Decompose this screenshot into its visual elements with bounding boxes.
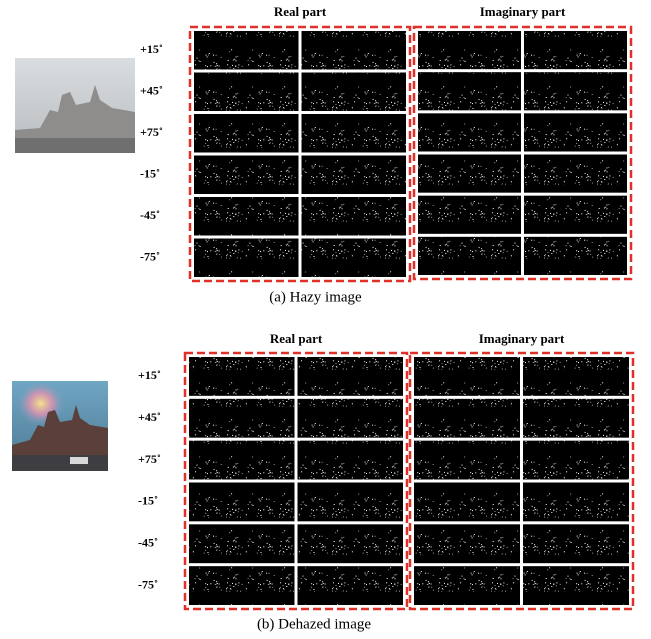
column-header: Real part — [274, 4, 327, 19]
response-map — [194, 239, 299, 278]
angle-label: -75˚ — [140, 250, 160, 264]
response-map — [194, 31, 299, 70]
column-header: Imaginary part — [479, 331, 565, 346]
response-map — [298, 399, 404, 438]
angle-label: -15˚ — [140, 167, 160, 181]
angle-label: +15˚ — [140, 42, 163, 56]
response-map — [524, 113, 627, 151]
response-map — [418, 196, 521, 234]
response-map — [194, 197, 299, 236]
response-map — [414, 483, 520, 522]
response-map — [523, 524, 629, 563]
response-map — [189, 357, 295, 396]
response-map — [418, 155, 521, 193]
response-map — [524, 72, 627, 110]
caption: (b) Dehazed image — [257, 616, 371, 632]
angle-label: +75˚ — [140, 125, 163, 139]
response-map — [524, 155, 627, 193]
response-map — [189, 483, 295, 522]
response-map — [523, 483, 629, 522]
response-map — [302, 239, 407, 278]
response-map — [194, 73, 299, 112]
response-map — [414, 357, 520, 396]
response-map — [298, 483, 404, 522]
column-header: Imaginary part — [480, 4, 566, 19]
response-map — [194, 156, 299, 195]
response-map — [194, 114, 299, 153]
response-map — [523, 399, 629, 438]
figure: Real part Imaginary part +15˚ +45˚ +75˚ -15˚ -… — [0, 0, 651, 639]
dehazed-thumbnail — [12, 381, 108, 471]
response-map — [189, 441, 295, 480]
response-map — [523, 441, 629, 480]
angle-label: -45˚ — [140, 208, 160, 222]
response-map — [298, 524, 404, 563]
angle-label: -45˚ — [138, 536, 158, 550]
response-map — [524, 237, 627, 275]
response-map — [414, 524, 520, 563]
response-map — [302, 156, 407, 195]
angle-label: +15˚ — [138, 368, 161, 382]
response-map — [302, 73, 407, 112]
angle-label: +75˚ — [138, 452, 161, 466]
response-map — [523, 357, 629, 396]
response-map — [302, 114, 407, 153]
response-map — [523, 566, 629, 605]
response-map — [189, 566, 295, 605]
response-map — [189, 399, 295, 438]
caption: (a) Hazy image — [269, 289, 362, 305]
angle-label: -75˚ — [138, 577, 158, 591]
response-map — [418, 31, 521, 69]
response-map — [418, 72, 521, 110]
response-map — [418, 113, 521, 151]
response-map — [414, 399, 520, 438]
response-map — [298, 357, 404, 396]
response-map — [414, 566, 520, 605]
response-map — [414, 441, 520, 480]
response-map — [418, 237, 521, 275]
hazy-thumbnail — [15, 58, 135, 153]
response-map — [302, 197, 407, 236]
response-map — [524, 196, 627, 234]
response-map — [298, 441, 404, 480]
response-map — [524, 31, 627, 69]
response-map — [302, 31, 407, 70]
response-map — [298, 566, 404, 605]
angle-label: +45˚ — [140, 84, 163, 98]
response-map — [189, 524, 295, 563]
angle-label: -15˚ — [138, 494, 158, 508]
angle-label: +45˚ — [138, 410, 161, 424]
column-header: Real part — [270, 331, 323, 346]
